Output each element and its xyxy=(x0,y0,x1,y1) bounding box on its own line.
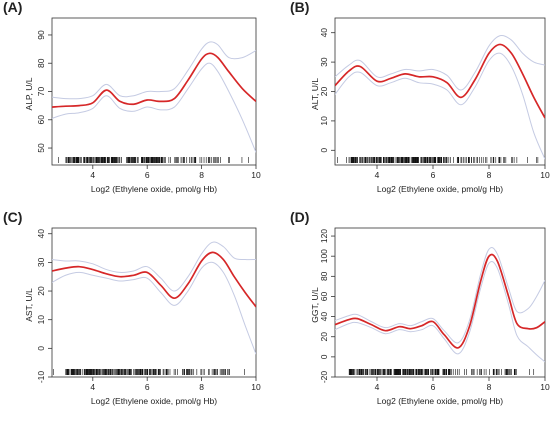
panel-letter: (A) xyxy=(3,0,22,15)
y-tick-label: 0 xyxy=(319,148,329,153)
x-tick-label: 8 xyxy=(487,382,492,392)
y-tick-label: 0 xyxy=(319,354,329,359)
ci-lower-line xyxy=(335,261,545,363)
y-tick-label: -10 xyxy=(36,371,46,384)
rug-marks xyxy=(52,369,245,375)
y-tick-label: 30 xyxy=(319,57,329,67)
y-tick-label: 50 xyxy=(36,143,46,153)
x-tick-label: 8 xyxy=(199,170,204,180)
plot-frame xyxy=(334,227,546,378)
y-tick-label: 10 xyxy=(319,116,329,126)
panel-letter: (B) xyxy=(290,0,309,15)
x-axis-label: Log2 (Ethylene oxide, pmol/g Hb) xyxy=(91,184,217,194)
estimate-line xyxy=(52,251,256,308)
x-axis-label: Log2 (Ethylene oxide, pmol/g Hb) xyxy=(377,184,503,194)
ci-lower-line xyxy=(52,261,256,355)
rug-marks xyxy=(348,369,535,375)
x-tick-label: 8 xyxy=(199,382,204,392)
plot-area xyxy=(52,241,256,375)
y-axis-label: ALT, U/L xyxy=(310,78,320,110)
x-tick-label: 6 xyxy=(145,382,150,392)
panel-letter: (C) xyxy=(3,209,22,225)
y-tick-label: 90 xyxy=(36,30,46,40)
y-tick-label: -20 xyxy=(319,371,329,384)
y-tick-label: 80 xyxy=(36,58,46,68)
ci-upper-line xyxy=(52,41,256,100)
y-tick-label: 0 xyxy=(36,346,46,351)
x-tick-label: 10 xyxy=(251,382,261,392)
x-tick-label: 4 xyxy=(375,382,380,392)
y-tick-label: 80 xyxy=(319,271,329,281)
x-tick-label: 4 xyxy=(90,170,95,180)
x-axis-label: Log2 (Ethylene oxide, pmol/g Hb) xyxy=(91,396,217,406)
y-tick-label: 20 xyxy=(319,332,329,342)
plot-area xyxy=(335,247,545,375)
y-tick-label: 20 xyxy=(319,87,329,97)
panel-3: (C) 4 6 8 10 -10 0 10 20 30 40 Log2 (Ethylene oxide… xyxy=(3,209,261,406)
y-tick-label: 10 xyxy=(36,315,46,325)
plot-area xyxy=(335,34,545,163)
y-axis-label: AST, U/L xyxy=(24,288,34,322)
y-tick-label: 120 xyxy=(319,229,329,243)
y-tick-label: 40 xyxy=(319,312,329,322)
panel-4: (D) 4 6 8 10 -20 0 20 40 60 80 100 120 Log2 (Ethylene… xyxy=(290,209,550,406)
rug-marks xyxy=(58,157,249,163)
y-tick-label: 20 xyxy=(36,286,46,296)
y-tick-label: 60 xyxy=(36,115,46,125)
x-tick-label: 6 xyxy=(431,170,436,180)
x-tick-label: 10 xyxy=(540,170,550,180)
panel-letter: (D) xyxy=(290,209,309,225)
ci-upper-line xyxy=(335,247,545,344)
x-tick-label: 10 xyxy=(540,382,550,392)
x-tick-label: 10 xyxy=(251,170,261,180)
y-tick-label: 30 xyxy=(36,257,46,267)
y-tick-label: 40 xyxy=(36,229,46,239)
plot-area xyxy=(52,41,256,163)
panel-1: (A) 4 6 8 10 50 60 70 80 90 Log2 (Ethylene oxide, … xyxy=(3,0,261,194)
rug-marks xyxy=(337,157,539,163)
y-tick-label: 100 xyxy=(319,249,329,263)
ci-upper-line xyxy=(52,241,256,292)
estimate-line xyxy=(335,43,545,119)
y-axis-label: ALP, U/L xyxy=(24,77,34,110)
ci-lower-line xyxy=(335,52,545,160)
plot-frame xyxy=(334,17,546,166)
panel-2: (B) 4 6 8 10 0 10 20 30 40 Log2 (Ethylene oxide, p… xyxy=(290,0,550,194)
x-axis-label: Log2 (Ethylene oxide, pmol/g Hb) xyxy=(377,396,503,406)
x-tick-label: 6 xyxy=(431,382,436,392)
y-tick-label: 40 xyxy=(319,28,329,38)
x-tick-label: 8 xyxy=(487,170,492,180)
plot-frame xyxy=(51,227,257,378)
x-tick-label: 6 xyxy=(145,170,150,180)
y-axis-label: GGT, U/L xyxy=(310,287,320,323)
ci-upper-line xyxy=(335,34,545,91)
estimate-line xyxy=(52,52,256,108)
ci-lower-line xyxy=(52,62,256,153)
x-tick-label: 4 xyxy=(375,170,380,180)
estimate-line xyxy=(335,253,545,349)
y-tick-label: 70 xyxy=(36,87,46,97)
y-tick-label: 60 xyxy=(319,291,329,301)
x-tick-label: 4 xyxy=(90,382,95,392)
